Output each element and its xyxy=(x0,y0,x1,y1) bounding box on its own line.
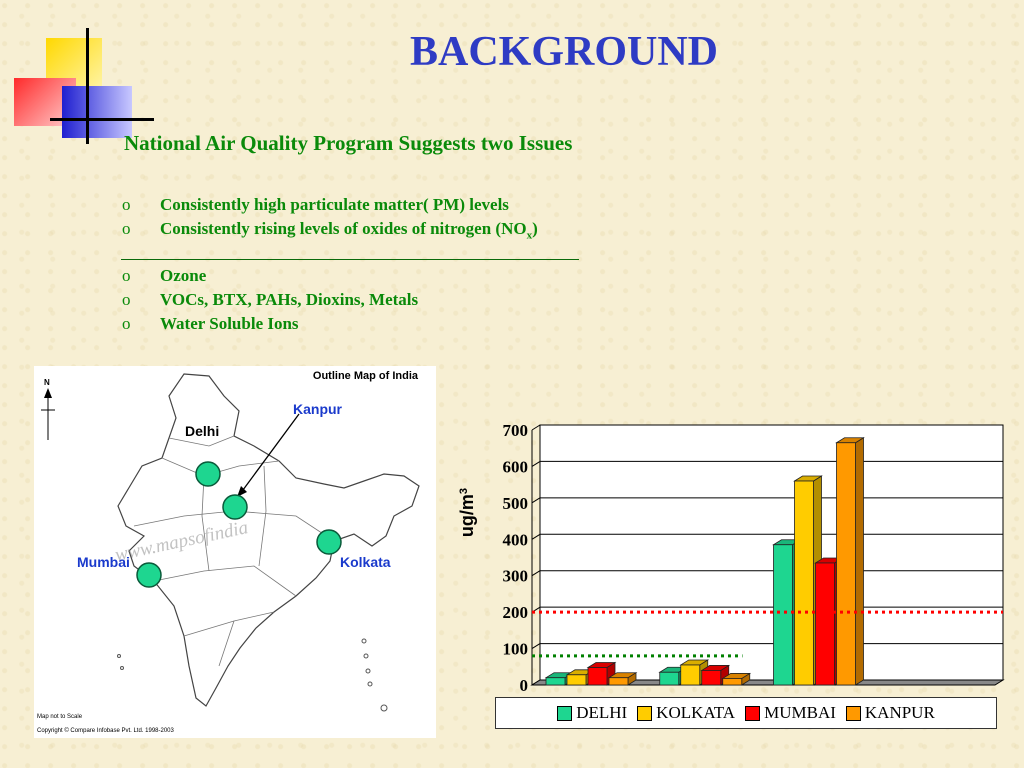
bullet-marker: o xyxy=(122,290,131,309)
legend-swatch xyxy=(557,705,573,721)
primary-bullet-list: o Consistently high particulate matter( … xyxy=(122,193,538,241)
gridline-depth xyxy=(531,424,541,431)
plot-background xyxy=(540,425,1003,680)
y-axis-label-superscript: 3 xyxy=(458,488,470,494)
map-copyright: Copyright © Compare Infobase Pvt. Ltd. 1… xyxy=(37,728,174,734)
bullet-item: o Consistently rising levels of oxides o… xyxy=(122,217,538,241)
slide-title: BACKGROUND xyxy=(409,29,718,75)
bar xyxy=(773,544,793,686)
bar xyxy=(836,442,856,686)
gridline-depth xyxy=(531,570,541,577)
bullet-marker: o xyxy=(122,195,131,214)
decor-line-horizontal xyxy=(50,118,154,121)
decor-line-vertical xyxy=(86,28,89,144)
bar xyxy=(587,667,608,686)
y-tick-label: 700 xyxy=(503,421,529,440)
y-tick-label: 100 xyxy=(503,640,529,659)
city-marker-mumbai xyxy=(136,562,162,588)
bar xyxy=(545,677,566,686)
legend-label: MUMBAI xyxy=(764,703,836,722)
legend-label: DELHI xyxy=(576,703,628,722)
legend-swatch xyxy=(845,705,861,721)
y-tick-label: 0 xyxy=(520,676,529,695)
bullet-text: VOCs, BTX, PAHs, Dioxins, Metals xyxy=(160,290,419,309)
north-label: N xyxy=(44,378,50,387)
bullet-marker: o xyxy=(122,219,131,238)
bar xyxy=(701,670,722,686)
legend-label: KANPUR xyxy=(864,703,935,722)
map-outline-drawing xyxy=(41,373,420,712)
slide-subtitle: National Air Quality Program Suggests tw… xyxy=(124,131,573,155)
gridline-depth xyxy=(531,643,541,649)
legend-swatch xyxy=(745,705,761,721)
city-label-mumbai: Mumbai xyxy=(77,554,130,570)
y-tick-label: 200 xyxy=(503,603,529,622)
city-label-kanpur: Kanpur xyxy=(293,401,342,417)
bar xyxy=(794,480,814,686)
y-tick-label: 400 xyxy=(503,530,529,549)
bar xyxy=(680,664,701,686)
bullet-marker: o xyxy=(122,266,131,285)
bar xyxy=(659,671,680,686)
bar xyxy=(722,678,743,686)
bullet-marker: o xyxy=(122,314,131,333)
legend-label: KOLKATA xyxy=(656,703,736,722)
bullet-item: o VOCs, BTX, PAHs, Dioxins, Metals xyxy=(122,288,418,312)
bullet-item: o Consistently high particulate matter( … xyxy=(122,193,538,217)
separator-line xyxy=(121,259,579,260)
bullet-text: Consistently rising levels of oxides of … xyxy=(160,219,527,238)
legend-item: DELHI xyxy=(557,703,627,723)
legend-item: MUMBAI xyxy=(745,703,836,723)
map-scale-note: Map not to Scale xyxy=(37,714,83,720)
map-title: Outline Map of India xyxy=(312,370,418,382)
secondary-bullet-list: o Ozone o VOCs, BTX, PAHs, Dioxins, Meta… xyxy=(122,264,418,336)
india-outline-map: Outline Map of India N www.mapsofindia D… xyxy=(34,366,436,738)
bar xyxy=(608,677,629,686)
y-axis-label: ug/m3 xyxy=(457,488,477,537)
legend-swatch xyxy=(637,705,653,721)
bar xyxy=(815,562,835,686)
decor-square-blue xyxy=(62,86,132,138)
y-tick-label: 500 xyxy=(503,494,529,513)
bullet-subscript: x xyxy=(526,229,533,242)
bullet-text: Consistently high particulate matter( PM… xyxy=(160,195,509,214)
legend-item: KOLKATA xyxy=(637,703,735,723)
chart-legend: DELHI KOLKATA MUMBAI KANPUR xyxy=(495,697,997,729)
bullet-suffix: ) xyxy=(532,219,538,238)
city-marker-kolkata xyxy=(316,529,342,555)
city-marker-kanpur xyxy=(222,494,248,520)
gridline-depth xyxy=(531,461,541,467)
bar xyxy=(566,674,587,686)
city-label-delhi: Delhi xyxy=(185,423,220,439)
city-label-kolkata: Kolkata xyxy=(340,554,391,570)
legend-item: KANPUR xyxy=(845,703,935,723)
bullet-item: o Water Soluble Ions xyxy=(122,312,418,336)
bullet-item: o Ozone xyxy=(122,264,418,288)
city-markers xyxy=(136,461,342,588)
gridline-depth xyxy=(531,497,541,504)
bar-side xyxy=(855,437,864,686)
bullet-text: Water Soluble Ions xyxy=(160,314,299,333)
gridline-depth xyxy=(531,533,541,540)
city-marker-delhi xyxy=(195,461,221,487)
y-tick-label: 600 xyxy=(503,457,529,476)
y-tick-label: 300 xyxy=(503,567,529,586)
bullet-text: Ozone xyxy=(160,266,207,285)
